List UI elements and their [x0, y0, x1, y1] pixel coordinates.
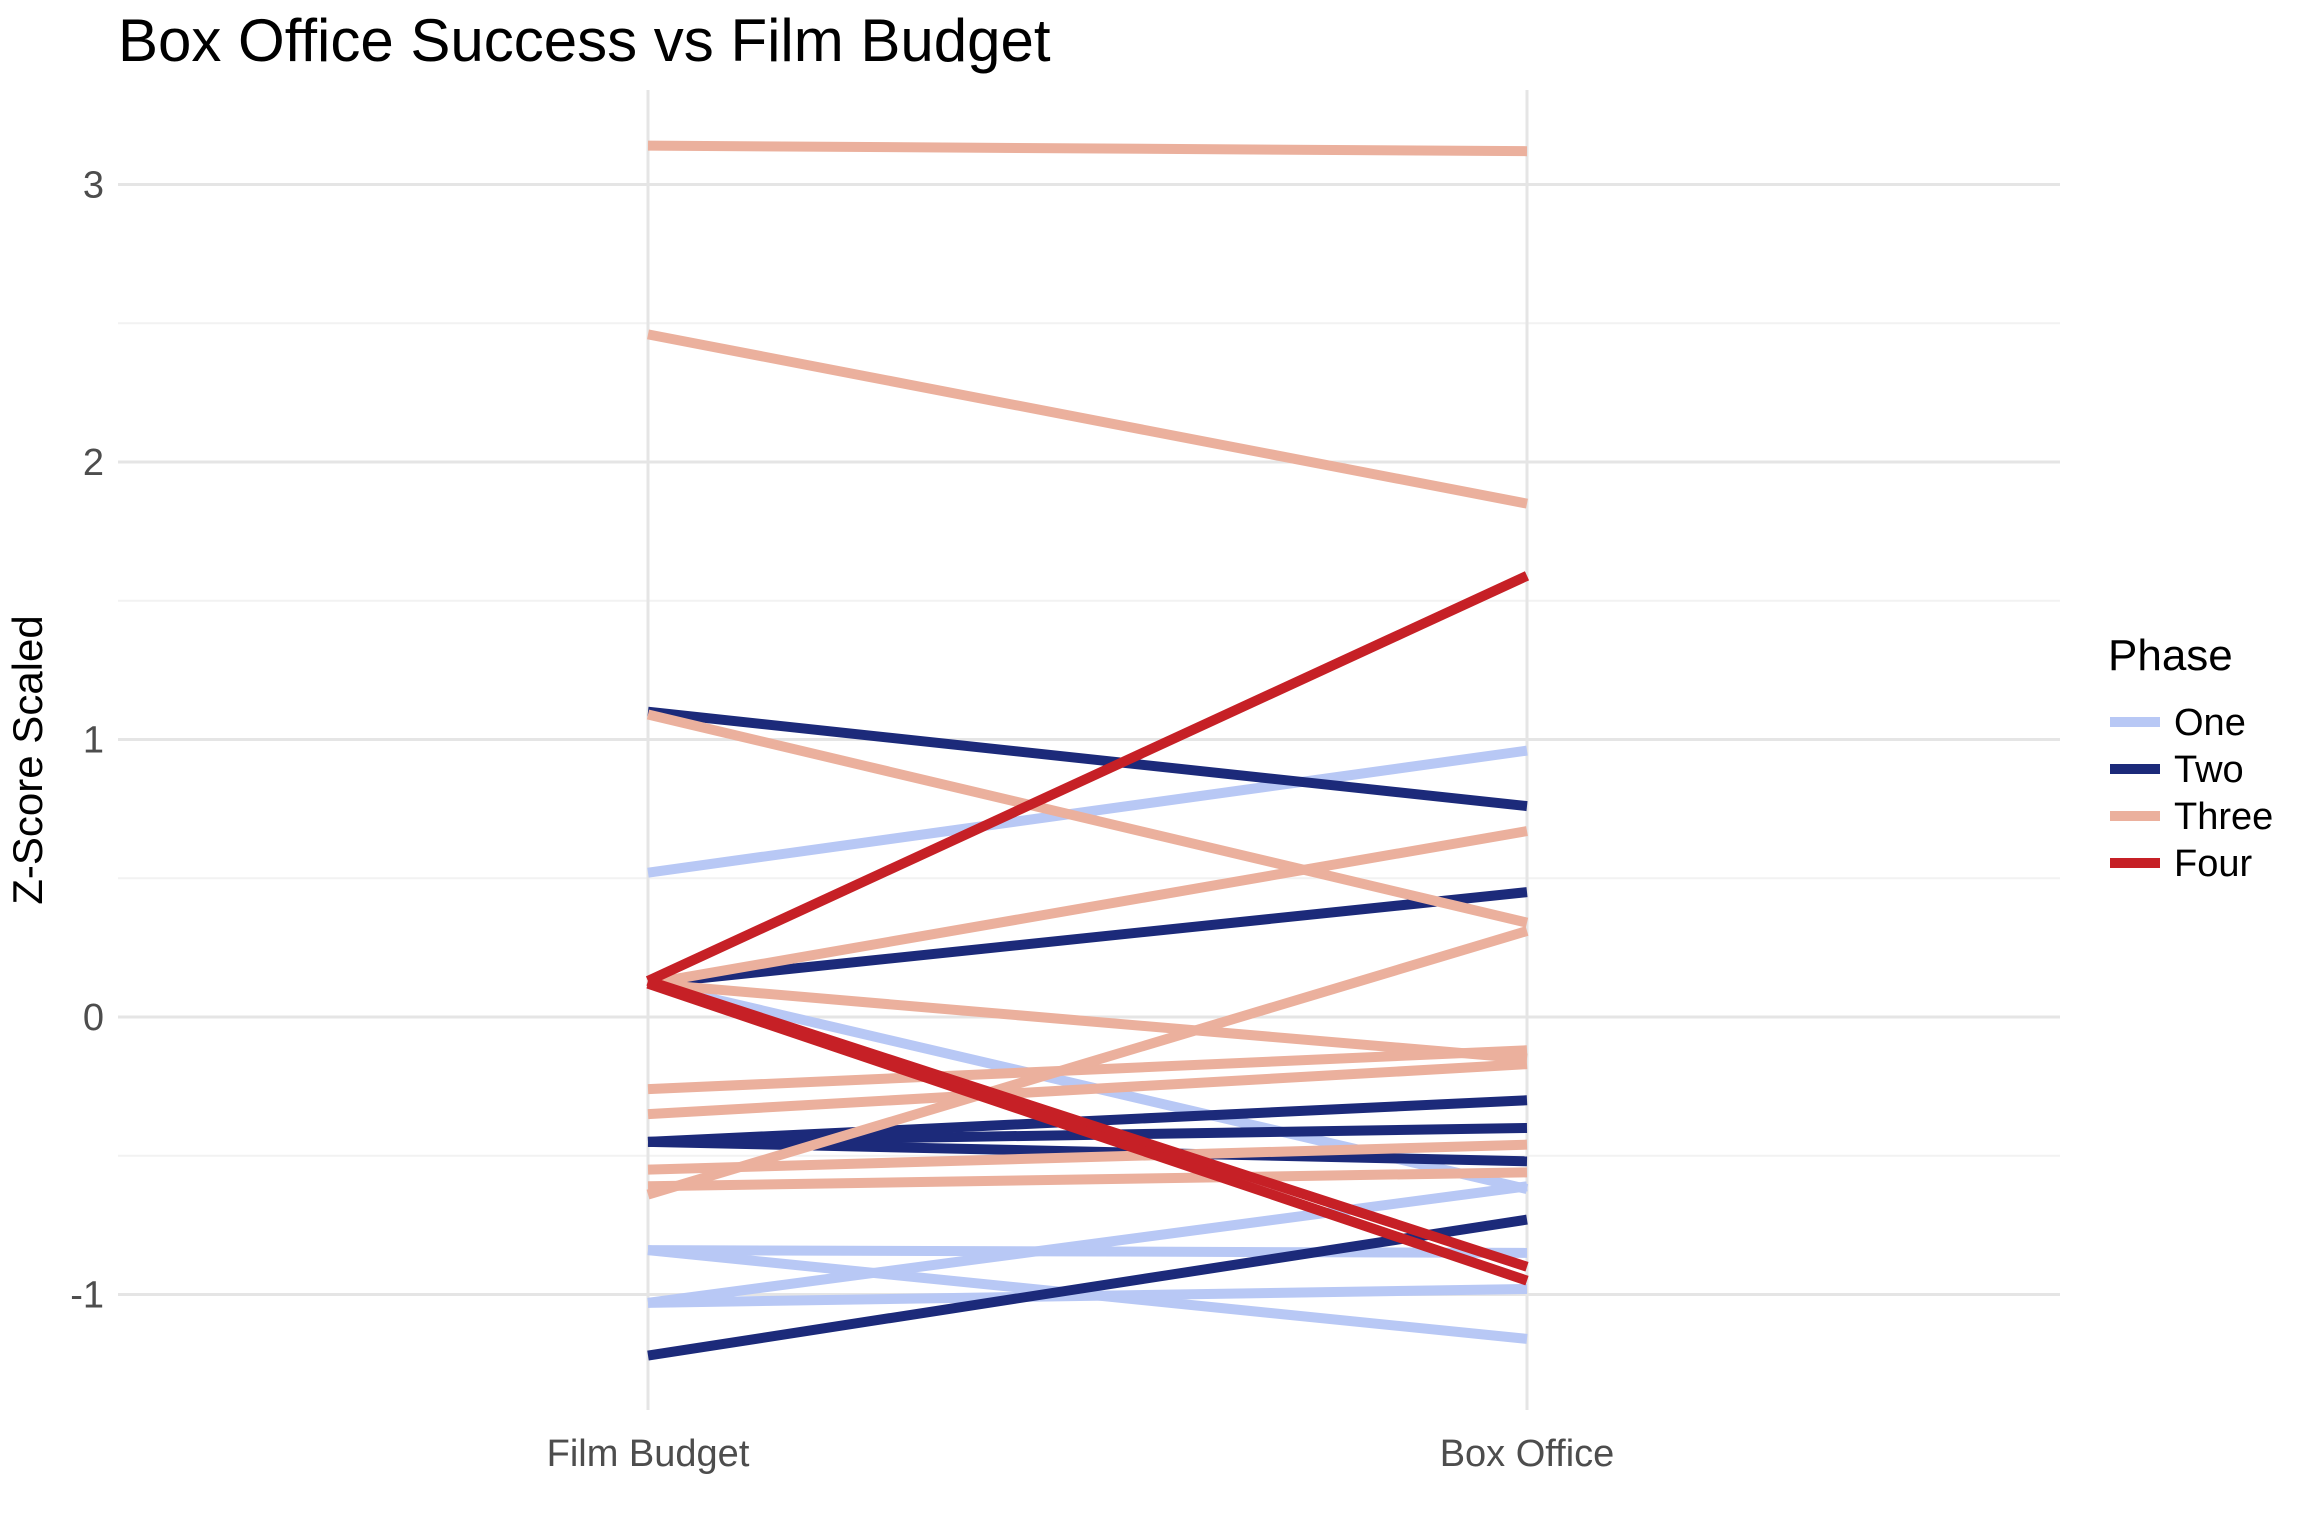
series-line-four — [645, 571, 1530, 986]
y-tick-label: 1 — [83, 720, 104, 762]
series-line-one — [647, 745, 1528, 878]
y-tick-label: -1 — [70, 1275, 104, 1317]
legend-title: Phase — [2108, 631, 2233, 680]
legend-label-four: Four — [2174, 843, 2252, 885]
series-line-three — [646, 709, 1529, 928]
legend: Phase One Two Three Four — [2108, 631, 2273, 885]
series-line-three — [647, 1059, 1528, 1120]
series-line-three — [647, 826, 1528, 989]
legend-label-one: One — [2174, 702, 2246, 744]
y-tick-label: 0 — [83, 997, 104, 1039]
x-tick-label: Box Office — [1440, 1433, 1615, 1475]
chart-title: Box Office Success vs Film Budget — [118, 7, 1051, 74]
series-line-two — [647, 706, 1528, 812]
series-line-two — [647, 1136, 1528, 1167]
series-line-three — [647, 978, 1528, 1064]
legend-label-two: Two — [2174, 749, 2244, 791]
grid — [118, 90, 2060, 1410]
series-line-three — [647, 1167, 1528, 1192]
x-tick-label: Film Budget — [547, 1433, 750, 1475]
series-line-one — [647, 1283, 1528, 1308]
series-line-three — [647, 1139, 1528, 1175]
series-line-two — [647, 1214, 1528, 1361]
series-line-four — [646, 978, 1529, 1286]
series-line-two — [647, 887, 1528, 989]
series-lines — [645, 140, 1530, 1361]
y-axis-title: Z-Score Scaled — [4, 615, 51, 904]
series-line-three — [647, 1045, 1528, 1095]
y-tick-label: 2 — [83, 442, 104, 484]
axes: Z-Score Scaled -1 0 1 2 3 Film Budget Box Offi… — [4, 165, 1614, 1476]
series-line-one — [647, 1181, 1528, 1308]
series-line-one — [647, 1245, 1528, 1258]
series-line-three — [647, 329, 1528, 509]
series-line-three — [647, 140, 1528, 157]
y-tick-label: 3 — [83, 165, 104, 207]
series-line-three — [646, 926, 1529, 1200]
legend-label-three: Three — [2174, 796, 2273, 838]
